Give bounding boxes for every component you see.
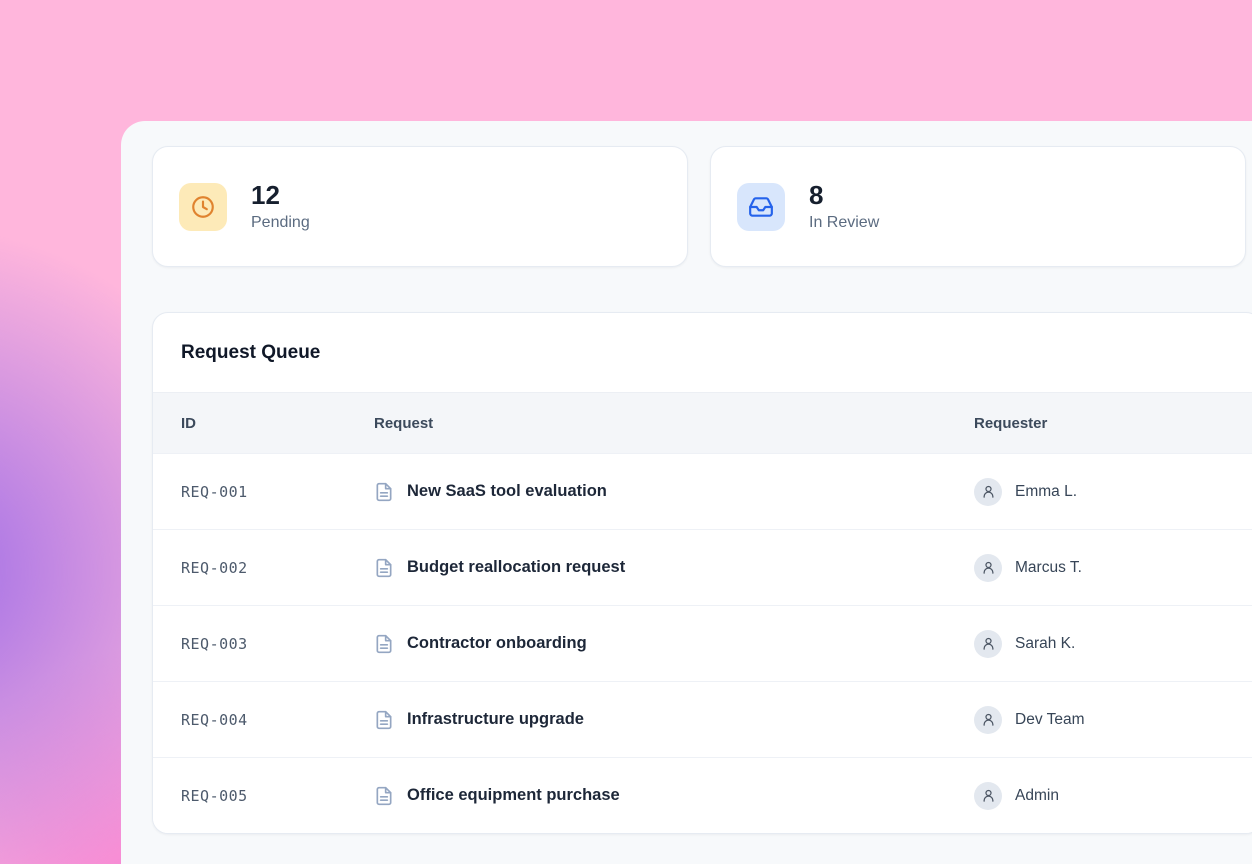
document-icon — [374, 634, 394, 654]
avatar — [974, 781, 1002, 810]
table-row[interactable]: REQ-004 Infrastructure upgrade — [153, 681, 1252, 757]
request-queue-card: Request Queue ID Request Requester REQ-0… — [152, 312, 1252, 834]
requester-name: Sarah K. — [1015, 634, 1076, 652]
stat-label-in-review: In Review — [809, 213, 880, 231]
avatar — [974, 705, 1002, 734]
stat-label-pending: Pending — [251, 213, 310, 231]
avatar — [974, 477, 1002, 506]
request-id: REQ-003 — [181, 634, 248, 653]
panel-content: 12 Pending 8 In Review — [152, 146, 1252, 834]
table-row[interactable]: REQ-003 Contractor onboarding — [153, 605, 1252, 681]
stat-card-pending: 12 Pending — [152, 146, 688, 267]
avatar — [974, 629, 1002, 658]
request-id: REQ-005 — [181, 786, 248, 805]
stat-value-in-review: 8 — [809, 180, 824, 211]
request-title: Budget reallocation request — [407, 558, 626, 576]
stats-row: 12 Pending 8 In Review — [152, 146, 1252, 267]
table-row[interactable]: REQ-001 New SaaS tool evaluation — [153, 453, 1252, 529]
document-icon — [374, 482, 394, 502]
column-header-request: Request — [374, 414, 434, 432]
avatar — [974, 553, 1002, 582]
stat-text: 12 Pending — [251, 180, 310, 232]
request-id: REQ-002 — [181, 558, 248, 577]
document-icon — [374, 786, 394, 806]
table-header-row: ID Request Requester — [153, 393, 1252, 453]
column-header-requester: Requester — [974, 414, 1048, 432]
stat-text: 8 In Review — [809, 180, 880, 232]
table-row[interactable]: REQ-005 Office equipment purchase — [153, 757, 1252, 833]
main-panel: 12 Pending 8 In Review — [121, 121, 1252, 864]
request-title: Office equipment purchase — [407, 786, 620, 804]
request-title: New SaaS tool evaluation — [407, 482, 607, 500]
column-header-id: ID — [181, 414, 196, 432]
request-id: REQ-004 — [181, 710, 248, 729]
clock-icon — [179, 182, 227, 231]
stat-card-in-review: 8 In Review — [710, 146, 1246, 267]
document-icon — [374, 710, 394, 730]
requester-name: Admin — [1015, 786, 1059, 804]
request-title: Contractor onboarding — [407, 634, 587, 652]
request-title: Infrastructure upgrade — [407, 710, 584, 728]
inbox-icon — [737, 182, 785, 231]
queue-title: Request Queue — [181, 341, 321, 363]
requester-name: Emma L. — [1015, 482, 1078, 500]
table-row[interactable]: REQ-002 Budget reallocation request — [153, 529, 1252, 605]
queue-title-bar: Request Queue — [153, 313, 1252, 393]
document-icon — [374, 558, 394, 578]
request-id: REQ-001 — [181, 482, 248, 501]
requester-name: Dev Team — [1015, 710, 1085, 728]
stat-value-pending: 12 — [251, 180, 280, 211]
requester-name: Marcus T. — [1015, 558, 1082, 576]
